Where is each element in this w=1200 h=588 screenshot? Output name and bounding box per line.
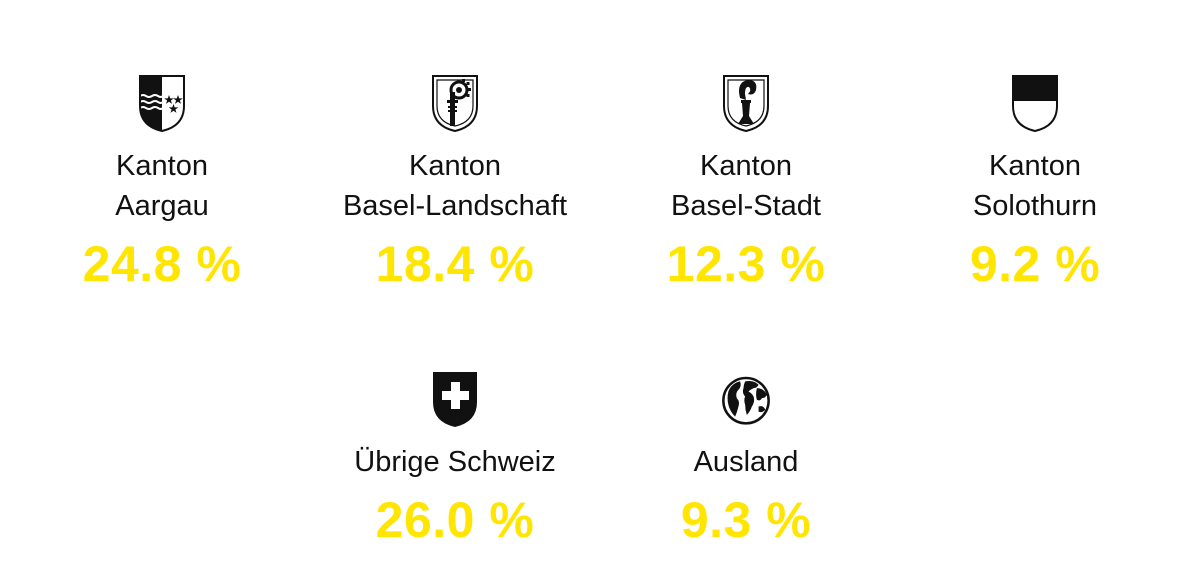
percentage-value: 18.4 % — [375, 236, 535, 292]
percentage-value: 12.3 % — [666, 236, 826, 292]
percentage-value: 9.3 % — [680, 492, 812, 548]
region-name: Kanton Basel-Stadt — [671, 150, 821, 222]
region-basel-stadt: Kanton Basel-Stadt 12.3 % — [596, 72, 896, 292]
region-name: Ausland — [693, 446, 799, 478]
region-name: Kanton Solothurn — [972, 150, 1098, 222]
region-basel-landschaft: Kanton Basel-Landschaft 18.4 % — [305, 72, 605, 292]
region-name: Übrige Schweiz — [354, 446, 556, 478]
region-solothurn: Kanton Solothurn 9.2 % — [885, 72, 1185, 292]
globe-icon — [720, 368, 772, 430]
region-name: Kanton Aargau — [115, 150, 209, 222]
region-name: Kanton Basel-Landschaft — [342, 150, 568, 222]
region-aargau: Kanton Aargau 24.8 % — [12, 72, 312, 292]
percentage-value: 24.8 % — [82, 236, 242, 292]
basel-landschaft-coat-of-arms-icon — [429, 72, 481, 134]
percentage-value: 26.0 % — [375, 492, 535, 548]
basel-stadt-coat-of-arms-icon — [720, 72, 772, 134]
region-ausland: Ausland 9.3 % — [596, 368, 896, 548]
region-uebrige-schweiz: Übrige Schweiz 26.0 % — [305, 368, 605, 548]
solothurn-coat-of-arms-icon — [1009, 72, 1061, 134]
percentage-value: 9.2 % — [969, 236, 1101, 292]
swiss-cross-shield-icon — [429, 368, 481, 430]
aargau-coat-of-arms-icon — [136, 72, 188, 134]
